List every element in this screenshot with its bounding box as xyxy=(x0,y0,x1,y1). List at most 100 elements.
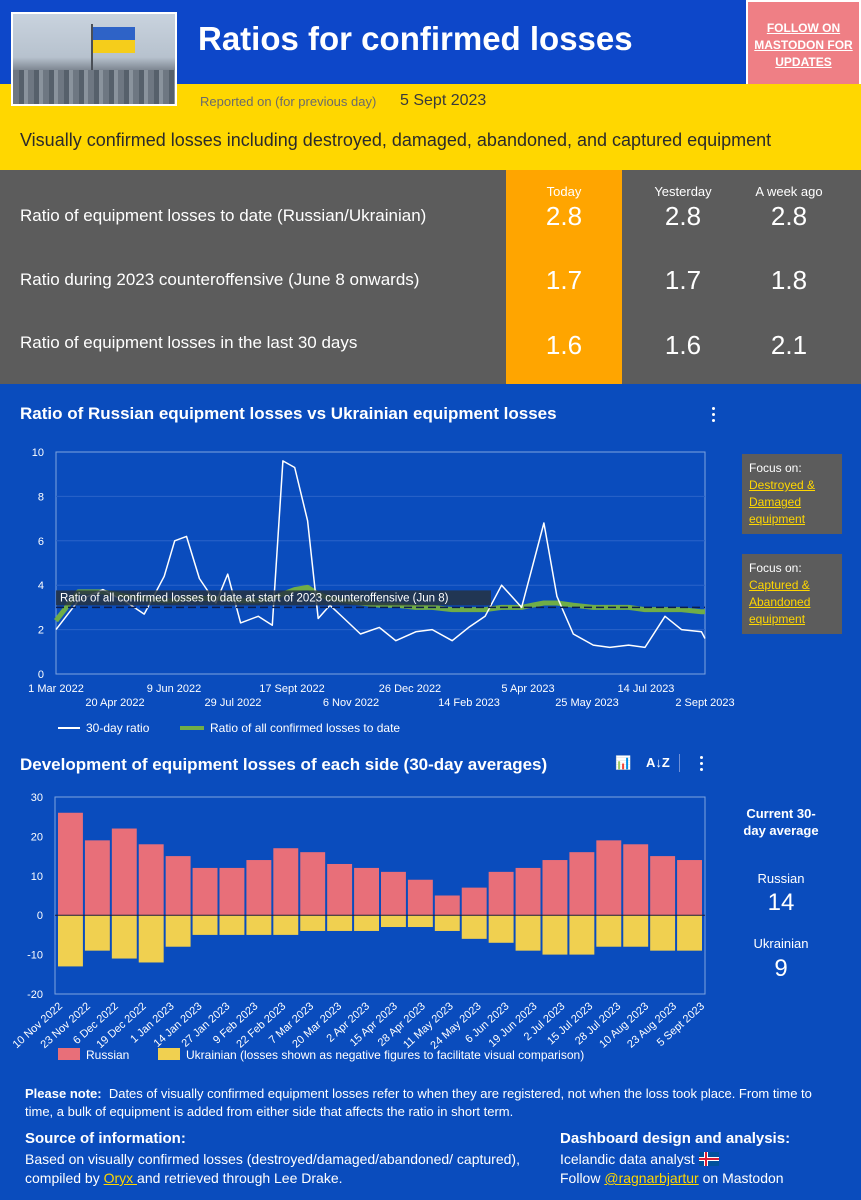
russian-bar xyxy=(246,860,272,916)
ratio-row-label: Ratio of equipment losses to date (Russi… xyxy=(20,206,427,225)
y-tick-label: 20 xyxy=(31,831,43,843)
x-tick-label: 29 Jul 2022 xyxy=(205,697,262,709)
reference-line-label: Ratio of all confirmed losses to date at… xyxy=(60,592,449,604)
current-average-label: Current 30-day average xyxy=(743,806,819,838)
russian-bar xyxy=(461,887,487,916)
x-tick-label: 17 Sept 2022 xyxy=(259,683,324,695)
y-tick-label: 6 xyxy=(38,536,44,548)
russian-bar xyxy=(84,840,110,916)
russian-bar xyxy=(381,871,406,916)
legend-label: Russian xyxy=(86,1048,129,1062)
y-tick-label: 4 xyxy=(38,580,44,592)
y-tick-label: -20 xyxy=(27,989,43,1001)
column-header-today: Today xyxy=(546,184,582,199)
russian-bar xyxy=(111,828,137,916)
current-russian-label: Russian xyxy=(757,871,805,886)
russian-bar xyxy=(192,867,218,916)
ratio-value-today: 1.7 xyxy=(545,265,583,295)
follow-prefix: Follow xyxy=(560,1170,605,1186)
ukrainian-bar xyxy=(461,915,487,939)
ratio-value-week-ago: 1.8 xyxy=(770,265,808,295)
reported-date: 5 Sept 2023 xyxy=(400,92,487,109)
current-russian-value: 14 xyxy=(767,889,795,916)
focus-destroyed-panel: Focus on: Destroyed & Damaged equipment xyxy=(742,454,842,534)
russian-bar xyxy=(138,844,164,916)
x-tick-label: 14 Feb 2023 xyxy=(438,697,500,709)
oryx-link[interactable]: Oryx xyxy=(103,1170,138,1186)
ukrainian-bar xyxy=(111,915,137,959)
focus-label: Focus on: xyxy=(749,461,802,475)
russian-bar xyxy=(677,860,702,916)
toolbar-divider xyxy=(679,754,680,772)
russian-bar xyxy=(650,856,676,916)
russian-bar xyxy=(354,867,379,916)
mastodon-handle-link[interactable]: @ragnarbjartur xyxy=(604,1170,699,1186)
thirty-day-ratio-line xyxy=(55,460,706,649)
russian-bar xyxy=(327,863,353,916)
legend-label: 30-day ratio xyxy=(86,721,150,735)
ukrainian-bar xyxy=(407,915,433,928)
russian-bar xyxy=(300,852,326,916)
more-options-icon[interactable] xyxy=(698,756,704,772)
x-tick-label: 20 Apr 2022 xyxy=(85,697,144,709)
x-tick-label: 9 Jun 2022 xyxy=(147,683,201,695)
y-tick-label: 10 xyxy=(32,447,44,459)
legend-swatch xyxy=(58,1048,80,1060)
russian-bar xyxy=(515,867,541,916)
ratio-value-today: 2.8 xyxy=(545,201,583,231)
follow-mastodon-label: FOLLOW ON MASTODON FOR UPDATES xyxy=(754,20,853,69)
note-text: Dates of visually confirmed equipment lo… xyxy=(25,1086,812,1119)
x-tick-label: 14 Jul 2023 xyxy=(618,683,675,695)
ukrainian-bar xyxy=(569,915,595,955)
russian-bar xyxy=(273,848,299,916)
ukrainian-bar xyxy=(623,915,649,947)
focus-captured-link[interactable]: Captured & Abandoned equipment xyxy=(749,578,811,626)
russian-bar xyxy=(596,840,622,916)
ukrainian-bar xyxy=(515,915,541,951)
ukrainian-bar xyxy=(273,915,299,935)
russian-bar xyxy=(219,867,245,916)
y-tick-label: 0 xyxy=(38,669,44,681)
focus-destroyed-link[interactable]: Destroyed & Damaged equipment xyxy=(749,478,816,526)
sort-az-icon[interactable]: A↓Z xyxy=(646,755,670,770)
follow-mastodon-button[interactable]: FOLLOW ON MASTODON FOR UPDATES xyxy=(746,0,861,90)
russian-bar xyxy=(407,879,433,916)
ratio-chart-title: Ratio of Russian equipment losses vs Ukr… xyxy=(20,404,557,423)
russian-bar xyxy=(542,860,568,916)
iceland-flag-icon xyxy=(698,1152,719,1166)
source-text: Based on visually confirmed losses (dest… xyxy=(25,1150,545,1188)
ukrainian-bar xyxy=(542,915,568,955)
ukrainian-bar xyxy=(596,915,622,947)
ukrainian-bar xyxy=(650,915,676,951)
ukrainian-bar xyxy=(327,915,353,931)
current-ukrainian-label: Ukrainian xyxy=(753,936,809,951)
x-tick-label: 6 Nov 2022 xyxy=(323,697,379,709)
x-tick-label: 1 Mar 2022 xyxy=(28,683,84,695)
russian-bar xyxy=(569,852,595,916)
y-tick-label: 8 xyxy=(38,491,44,503)
ukrainian-bar xyxy=(246,915,272,935)
current-ukrainian-value: 9 xyxy=(774,955,788,982)
ratio-value-yesterday: 1.7 xyxy=(664,265,702,295)
follow-suffix: on Mastodon xyxy=(698,1170,784,1186)
russian-bar xyxy=(58,812,83,916)
ratio-value-yesterday: 1.6 xyxy=(664,330,702,360)
insights-icon[interactable]: 📊 xyxy=(615,755,632,770)
russian-bar xyxy=(165,856,191,916)
legend-label: Ukrainian (losses shown as negative figu… xyxy=(186,1048,584,1062)
legend-swatch xyxy=(158,1048,180,1060)
kyiv-flag-photo xyxy=(11,12,177,106)
losses-chart-title: Development of equipment losses of each … xyxy=(20,755,548,774)
note-label: Please note: xyxy=(25,1086,102,1101)
ukrainian-bar xyxy=(165,915,191,947)
x-tick-label: 5 Apr 2023 xyxy=(501,683,554,695)
russian-bar xyxy=(488,871,514,916)
design-heading: Dashboard design and analysis: xyxy=(560,1130,791,1147)
focus-label: Focus on: xyxy=(749,561,802,575)
more-options-icon[interactable] xyxy=(710,407,716,423)
legend-label: Ratio of all confirmed losses to date xyxy=(210,721,400,735)
ukrainian-bar xyxy=(488,915,514,943)
ukrainian-bar xyxy=(58,915,83,967)
